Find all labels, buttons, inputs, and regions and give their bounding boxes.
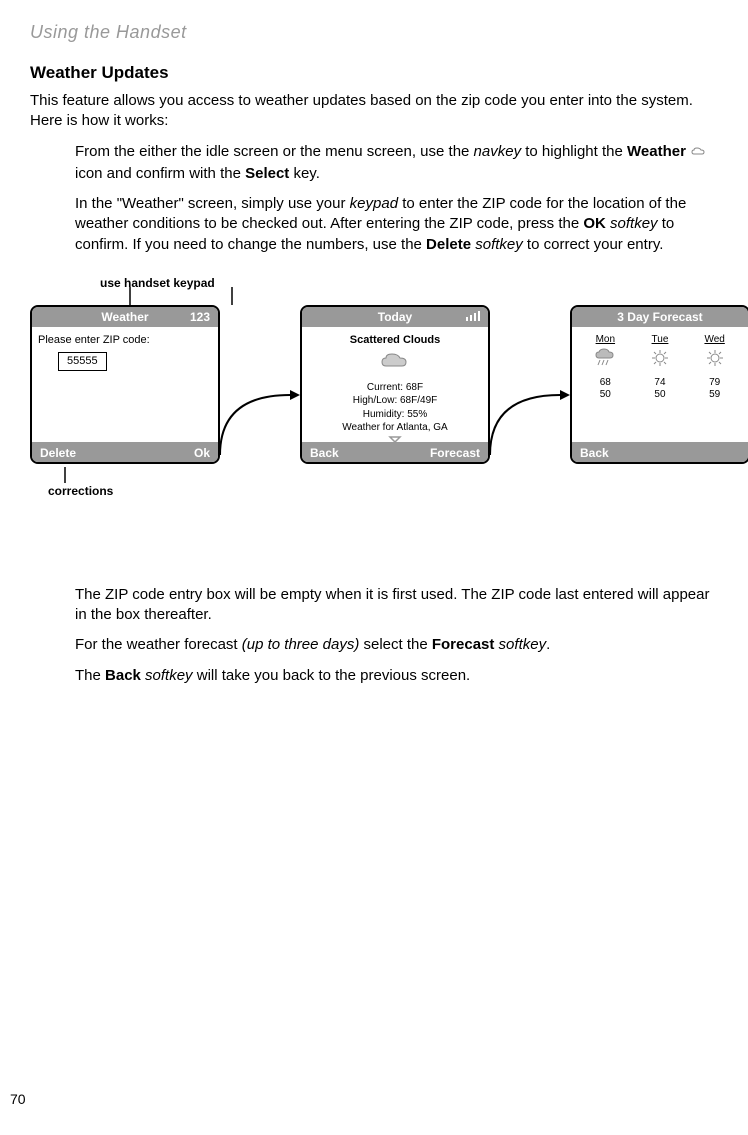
humidity: Humidity: 55% xyxy=(308,408,482,422)
signal-icon xyxy=(466,309,480,325)
p1-weather: Weather xyxy=(627,143,686,160)
body-forecast: Mon 68 50 Tue 74 50 xyxy=(572,327,748,442)
forecast-day-wed: Wed xyxy=(688,333,742,347)
highlow-temp: High/Low: 68F/49F xyxy=(308,394,482,408)
sun-icon-2 xyxy=(688,348,742,373)
scroll-down-icon xyxy=(388,435,402,443)
forecast-mon-hi: 68 xyxy=(578,377,632,389)
p2-ok: OK xyxy=(583,215,606,232)
softkey-back-today[interactable]: Back xyxy=(310,445,339,459)
forecast-day-mon: Mon xyxy=(578,333,632,347)
footer-today: Back Forecast xyxy=(302,442,488,462)
p1-c: icon and confirm with the xyxy=(75,165,245,182)
screen-flow-diagram: use handset keypad x Weather 123 Please … xyxy=(30,275,720,555)
p5-back: Back xyxy=(105,667,141,684)
forecast-col-tue: Tue 74 50 xyxy=(633,333,687,401)
titlebar-forecast: 3 Day Forecast xyxy=(572,307,748,327)
titlebar-today: x Today xyxy=(302,307,488,327)
forecast-wed-hi: 79 xyxy=(688,377,742,389)
forecast-col-mon: Mon 68 50 xyxy=(578,333,632,401)
p1-select: Select xyxy=(245,165,289,182)
forecast-wed-lo: 59 xyxy=(688,389,742,401)
p2-a: In the "Weather" screen, simply use your xyxy=(75,195,350,212)
forecast-day-tue: Tue xyxy=(633,333,687,347)
location: Weather for Atlanta, GA xyxy=(308,421,482,435)
annotation-corrections: corrections xyxy=(48,483,113,499)
phone-screen-today: x Today Scattered Clouds Current: 68F Hi… xyxy=(300,305,490,464)
p4-days: (up to three days) xyxy=(242,636,360,653)
body-weather: Please enter ZIP code: 55555 xyxy=(32,327,218,442)
intro-paragraph: This feature allows you access to weathe… xyxy=(30,91,718,132)
weather-cloud-icon xyxy=(690,144,706,164)
softkey-delete[interactable]: Delete xyxy=(40,445,76,459)
footer-forecast: Back xyxy=(572,442,748,462)
phone-screen-forecast: 3 Day Forecast Mon 68 50 Tue xyxy=(570,305,748,464)
p5-a: The xyxy=(75,667,105,684)
p2-softkey: softkey xyxy=(606,215,658,232)
p2-d: to correct your entry. xyxy=(523,236,664,253)
condition-text: Scattered Clouds xyxy=(308,333,482,348)
p4-b: select the xyxy=(359,636,432,653)
title-forecast: 3 Day Forecast xyxy=(572,309,748,325)
p4-softkey: softkey xyxy=(494,636,546,653)
p4-forecast: Forecast xyxy=(432,636,495,653)
softkey-ok[interactable]: Ok xyxy=(194,445,210,459)
forecast-col-wed: Wed 79 59 xyxy=(688,333,742,401)
rain-icon xyxy=(578,348,632,373)
phone-screen-weather: x Weather 123 Please enter ZIP code: 555… xyxy=(30,305,220,464)
sun-icon xyxy=(633,348,687,373)
p1-d: key. xyxy=(289,165,320,182)
p2-delete: Delete xyxy=(426,236,471,253)
p1-a: From the either the idle screen or the m… xyxy=(75,143,474,160)
current-temp: Current: 68F xyxy=(308,381,482,395)
paragraph-5: The Back softkey will take you back to t… xyxy=(30,666,718,686)
chapter-title: Using the Handset xyxy=(30,20,718,44)
body-today: Scattered Clouds Current: 68F High/Low: … xyxy=(302,327,488,442)
p1-b: to highlight the xyxy=(521,143,627,160)
paragraph-4: For the weather forecast (up to three da… xyxy=(30,635,718,655)
p5-softkey: softkey xyxy=(141,667,193,684)
p1-navkey: navkey xyxy=(474,143,522,160)
paragraph-3: The ZIP code entry box will be empty whe… xyxy=(30,585,718,626)
forecast-tue-hi: 74 xyxy=(633,377,687,389)
titlebar-weather: x Weather 123 xyxy=(32,307,218,327)
footer-weather: Delete Ok xyxy=(32,442,218,462)
scattered-clouds-icon xyxy=(308,350,482,377)
indicator-123: 123 xyxy=(190,309,210,325)
paragraph-2: In the "Weather" screen, simply use your… xyxy=(30,194,718,255)
forecast-mon-lo: 50 xyxy=(578,389,632,401)
p2-softkey2: softkey xyxy=(471,236,523,253)
forecast-tue-lo: 50 xyxy=(633,389,687,401)
paragraph-1: From the either the idle screen or the m… xyxy=(30,142,718,185)
p4-a: For the weather forecast xyxy=(75,636,242,653)
p5-b: will take you back to the previous scree… xyxy=(193,667,471,684)
p2-keypad: keypad xyxy=(350,195,398,212)
zip-prompt: Please enter ZIP code: xyxy=(38,333,212,348)
p4-c: . xyxy=(546,636,550,653)
softkey-forecast[interactable]: Forecast xyxy=(430,445,480,459)
softkey-back-forecast[interactable]: Back xyxy=(580,445,609,459)
section-title: Weather Updates xyxy=(30,62,718,85)
title-today: Today xyxy=(302,309,488,325)
zip-input-box[interactable]: 55555 xyxy=(58,352,107,371)
page-number: 70 xyxy=(10,1090,26,1109)
